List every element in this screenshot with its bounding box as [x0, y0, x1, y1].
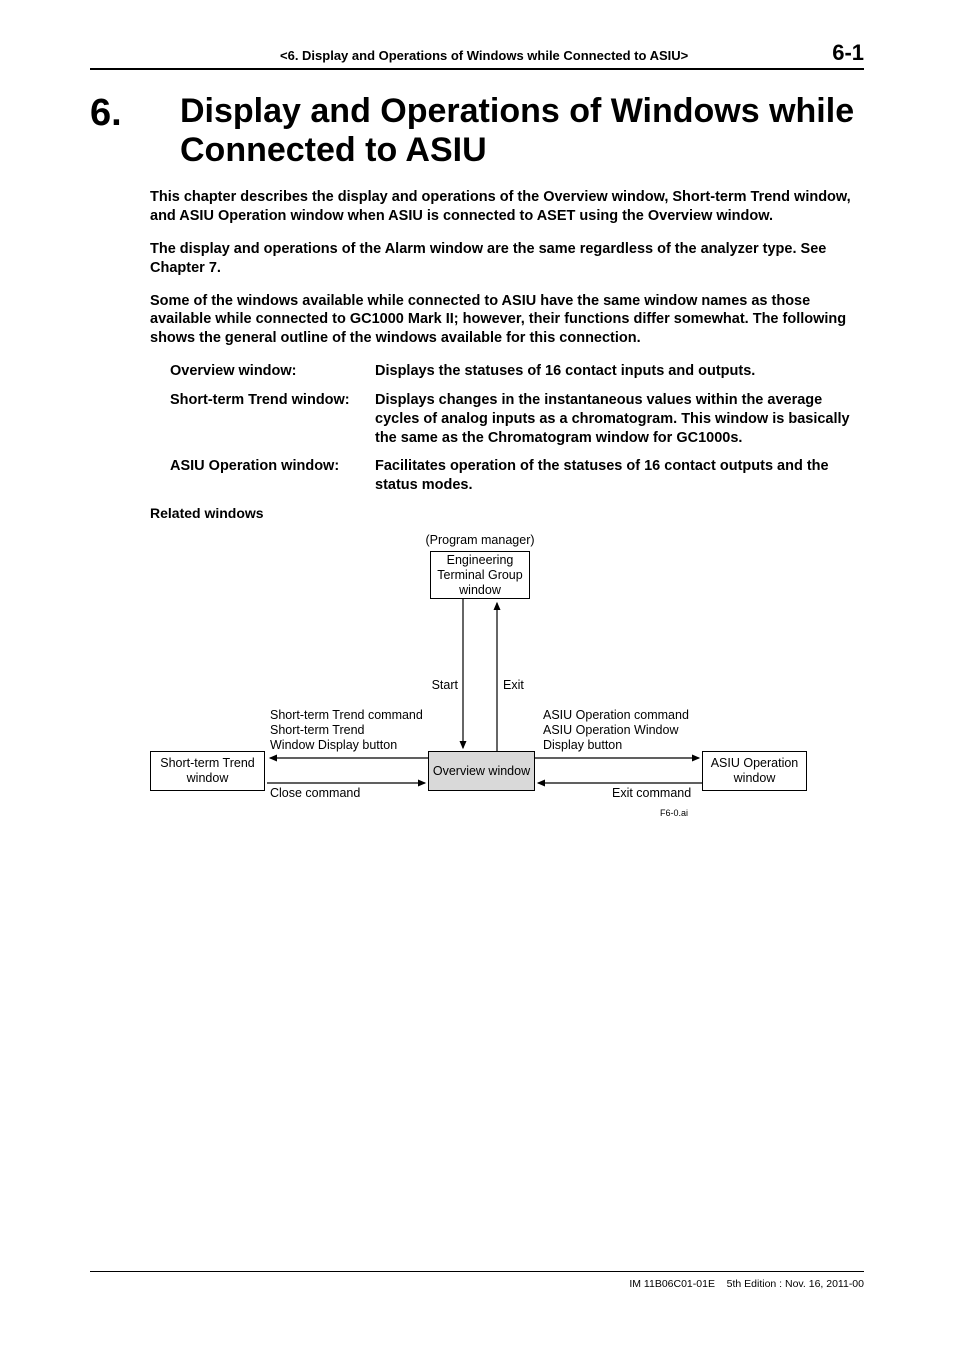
def-desc-trend: Displays changes in the instantaneous va… — [375, 391, 864, 448]
diagram-right-cmd3: Exit command — [612, 786, 691, 801]
page-footer: IM 11B06C01-01E 5th Edition : Nov. 16, 2… — [90, 1271, 864, 1290]
diagram-top-label: (Program manager) — [410, 533, 550, 548]
paragraph-1: This chapter describes the display and o… — [150, 188, 864, 226]
page-number: 6-1 — [832, 40, 864, 66]
footer-rule — [90, 1271, 864, 1272]
def-desc-asiu: Facilitates operation of the statuses of… — [375, 457, 864, 495]
footer-doc-id: IM 11B06C01-01E — [629, 1278, 715, 1290]
paragraph-3: Some of the windows available while conn… — [150, 292, 864, 349]
diagram-box-overview: Overview window — [428, 751, 535, 791]
diagram-left-cmd1: Short-term Trend command — [270, 708, 423, 723]
diagram-left-cmd3: Close command — [270, 786, 360, 801]
header-rule — [90, 68, 864, 70]
diagram-right-cmd2: ASIU Operation Window Display button — [543, 723, 683, 753]
def-term-trend: Short-term Trend window: — [170, 391, 375, 448]
related-windows-heading: Related windows — [150, 505, 864, 521]
chapter-title: Display and Operations of Windows while … — [180, 92, 864, 170]
diagram-right-cmd1: ASIU Operation command — [543, 708, 689, 723]
def-desc-overview: Displays the statuses of 16 contact inpu… — [375, 362, 864, 381]
footer-edition: 5th Edition : Nov. 16, 2011-00 — [727, 1278, 864, 1290]
figure-reference: F6-0.ai — [660, 808, 688, 818]
diagram-start-label: Start — [428, 678, 458, 693]
def-term-overview: Overview window: — [170, 362, 375, 381]
paragraph-2: The display and operations of the Alarm … — [150, 240, 864, 278]
diagram-exit-label: Exit — [503, 678, 524, 693]
diagram-left-cmd2: Short-term Trend Window Display button — [270, 723, 410, 753]
def-term-asiu: ASIU Operation window: — [170, 457, 375, 495]
diagram-box-engineering: Engineering Terminal Group window — [430, 551, 530, 599]
diagram-box-asiu: ASIU Operation window — [702, 751, 807, 791]
related-windows-diagram: (Program manager) Engineering Terminal G… — [150, 533, 870, 853]
running-head: <6. Display and Operations of Windows wh… — [280, 48, 688, 63]
diagram-box-trend: Short-term Trend window — [150, 751, 265, 791]
chapter-number: 6. — [90, 92, 180, 135]
